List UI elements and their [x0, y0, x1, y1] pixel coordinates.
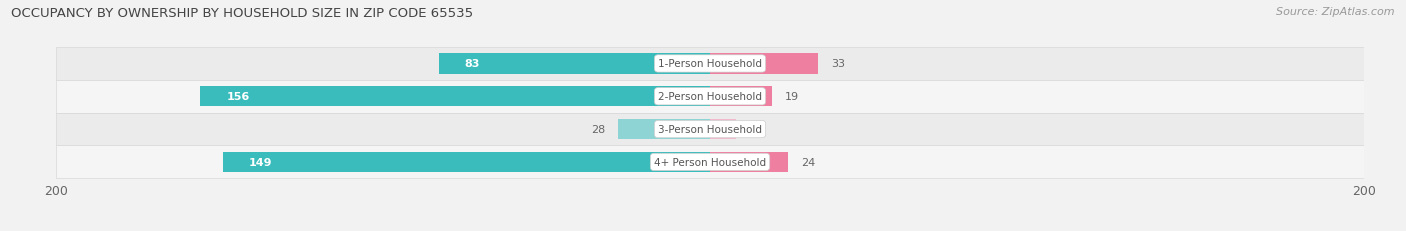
Text: 4+ Person Household: 4+ Person Household — [654, 157, 766, 167]
Text: 3-Person Household: 3-Person Household — [658, 125, 762, 134]
Bar — [200, 87, 710, 107]
Bar — [439, 54, 710, 74]
Text: 149: 149 — [249, 157, 273, 167]
Bar — [56, 146, 1364, 179]
Bar — [56, 113, 1364, 146]
Bar — [710, 87, 772, 107]
Text: 28: 28 — [591, 125, 606, 134]
Text: 33: 33 — [831, 59, 845, 69]
Bar — [56, 48, 1364, 81]
Text: 24: 24 — [801, 157, 815, 167]
Bar — [710, 54, 818, 74]
Text: Source: ZipAtlas.com: Source: ZipAtlas.com — [1277, 7, 1395, 17]
Text: OCCUPANCY BY OWNERSHIP BY HOUSEHOLD SIZE IN ZIP CODE 65535: OCCUPANCY BY OWNERSHIP BY HOUSEHOLD SIZE… — [11, 7, 474, 20]
Text: 0: 0 — [749, 125, 756, 134]
Bar — [224, 152, 710, 172]
Text: 19: 19 — [785, 92, 800, 102]
Text: 2-Person Household: 2-Person Household — [658, 92, 762, 102]
Bar — [56, 81, 1364, 113]
Text: 83: 83 — [465, 59, 481, 69]
Bar — [619, 119, 710, 140]
Text: 1-Person Household: 1-Person Household — [658, 59, 762, 69]
Bar — [710, 152, 789, 172]
Bar — [710, 119, 737, 140]
Text: 156: 156 — [226, 92, 249, 102]
